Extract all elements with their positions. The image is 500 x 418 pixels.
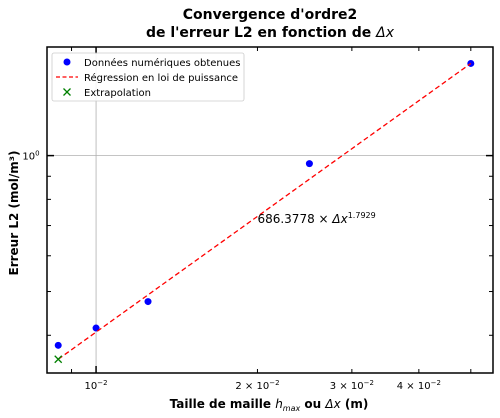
legend-label-regression: Régression en loi de puissance: [84, 72, 238, 84]
legend-marker-x: [63, 88, 71, 96]
chart-title-line1: Convergence d'ordre2: [183, 7, 358, 23]
regression-formula: 686.3778 × Δx1.7929: [257, 211, 375, 226]
x-tick-label: 4 × 10−2: [397, 379, 441, 392]
data-point: [144, 298, 152, 306]
legend-label-extrapolation: Extrapolation: [84, 88, 151, 99]
y-axis-label: Erreur L2 (mol/m³): [7, 151, 21, 276]
plot-frame: [46, 46, 494, 374]
legend-box: [51, 52, 245, 102]
legend-label-data: Données numériques obtenues: [84, 57, 240, 69]
series-layer: [54, 59, 475, 364]
tick-layer: [47, 47, 493, 373]
data-point: [305, 160, 313, 168]
x-tick-label: 3 × 10−2: [330, 379, 374, 392]
legend-marker-circle: [63, 58, 71, 66]
tick-label-layer: 10−2 2 × 10−2 3 × 10−2 4 × 10−2 100: [22, 150, 441, 392]
extrapolation-point: [54, 355, 63, 364]
x-tick-label: 10−2: [85, 379, 108, 392]
y-tick-label: 100: [22, 150, 39, 163]
legend: Données numériques obtenues Régression e…: [51, 52, 245, 102]
data-point: [92, 324, 100, 332]
x-tick-label: 2 × 10−2: [235, 379, 279, 392]
chart-title-line2: de l'erreur L2 en fonction de Δx: [146, 25, 395, 41]
x-axis-label: Taille de maille hmax ou Δx (m): [170, 397, 369, 413]
data-point: [54, 341, 62, 349]
regression-line: [57, 62, 472, 360]
